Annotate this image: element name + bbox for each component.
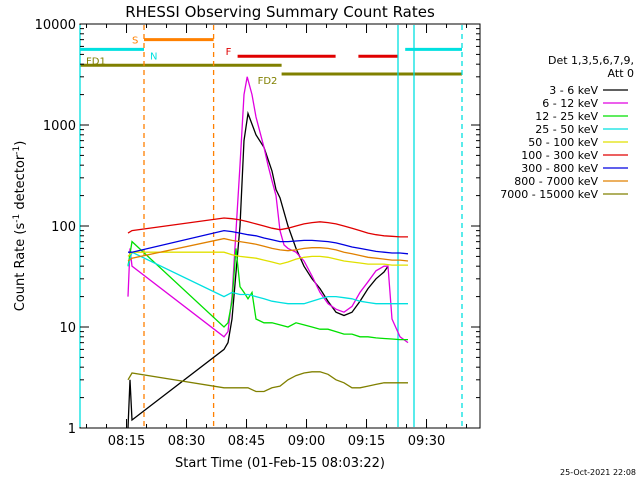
series-line-3-6-kev <box>127 110 389 429</box>
series-line-100-300-kev <box>127 217 408 238</box>
state-bar-label-n: N <box>150 51 157 62</box>
legend-label-3-6-kev: 3 - 6 keV <box>549 84 598 97</box>
footer-timestamp: 25-Oct-2021 22:08 <box>560 468 636 477</box>
legend-label-25-50-kev: 25 - 50 keV <box>535 123 598 136</box>
state-bar-label-s: S <box>132 36 138 47</box>
series-line-25-50-kev <box>127 251 408 305</box>
vertical-markers <box>79 25 463 427</box>
legend-label-100-300-kev: 100 - 300 keV <box>521 149 598 162</box>
state-bar-label-f: F <box>226 47 232 58</box>
y-tick-label-10: 10 <box>59 321 76 336</box>
y-axis-label: Count Rate (s-1 detector-1) <box>12 141 28 312</box>
y-tick-label-100: 100 <box>51 220 76 235</box>
state-bar-label-fd2: FD2 <box>258 76 278 87</box>
state-bar-label-fd1: FD1 <box>86 56 106 67</box>
y-axis-label-main: Count Rate (s <box>13 223 28 312</box>
y-axis-label-sup2: -1 <box>12 146 22 155</box>
x-tick-label-08-45: 08:45 <box>228 434 265 449</box>
legend-label-50-100-kev: 50 - 100 keV <box>528 136 598 149</box>
legend-label-6-12-kev: 6 - 12 keV <box>542 97 598 110</box>
y-axis-label-end: ) <box>13 141 28 146</box>
y-tick-label-10000: 10000 <box>35 18 76 33</box>
series-line-50-100-kev <box>127 251 408 266</box>
legend-header-1: Att 0 <box>608 67 634 80</box>
x-tick-label-09-30: 09:30 <box>408 434 445 449</box>
chart-title: RHESSI Observing Summary Count Rates <box>125 3 435 21</box>
x-tick-label-09-00: 09:00 <box>288 434 325 449</box>
y-axis-label-mid: detector <box>13 154 28 214</box>
x-tick-label-09-15: 09:15 <box>348 434 385 449</box>
series-line-300-800-kev <box>128 229 409 255</box>
data-series <box>127 76 409 429</box>
legend-label-12-25-kev: 12 - 25 keV <box>535 110 598 123</box>
axes: 1 10 100 1000 10000 08:15 08:30 08:45 09:00 09:15… <box>35 18 480 449</box>
series-line-6-12-kev <box>127 76 409 344</box>
series-line-800-7000-kev <box>127 237 409 262</box>
legend-label-7000-15000-kev: 7000 - 15000 keV <box>500 188 598 201</box>
legend-label-300-800-kev: 300 - 800 keV <box>521 162 598 175</box>
x-axis-label: Start Time (01-Feb-15 08:03:22) <box>175 456 385 471</box>
x-tick-label-08-30: 08:30 <box>168 434 205 449</box>
series-line-7000-15000-kev <box>127 371 408 393</box>
legend-header-0: Det 1,3,5,6,7,9, <box>548 54 634 67</box>
legend-label-800-7000-kev: 800 - 7000 keV <box>514 175 598 188</box>
state-bars: S N F FD1 FD2 <box>80 36 462 87</box>
y-tick-label-1000: 1000 <box>43 119 76 134</box>
x-tick-label-08-15: 08:15 <box>108 434 145 449</box>
series-line-12-25-kev <box>127 240 408 341</box>
y-axis-label-sup1: -1 <box>12 214 22 223</box>
y-tick-label-1: 1 <box>68 422 76 437</box>
